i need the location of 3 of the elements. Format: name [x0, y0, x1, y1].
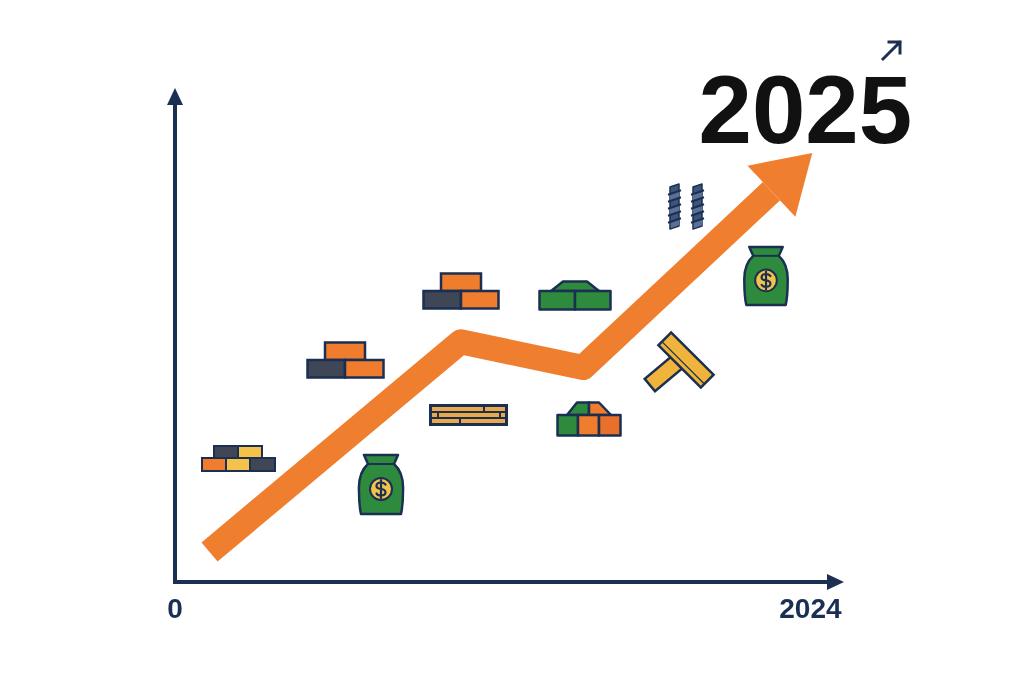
annotation: 2025	[698, 56, 913, 163]
x-tick-label: 2024	[779, 592, 842, 624]
x-tick-label: 0	[167, 592, 183, 624]
